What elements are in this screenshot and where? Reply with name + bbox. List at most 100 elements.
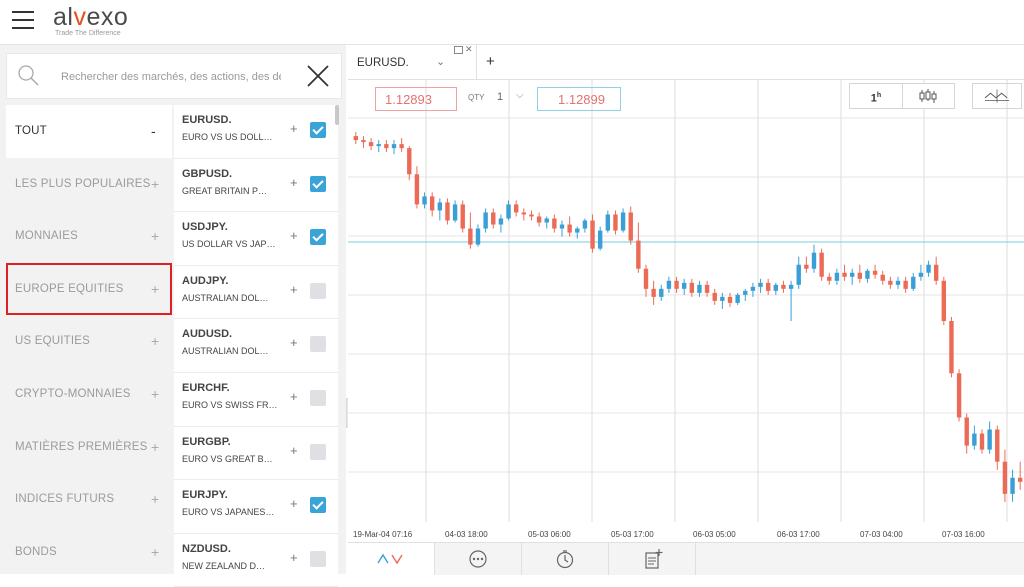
instrument-scrollbar[interactable] bbox=[335, 105, 339, 125]
candle bbox=[376, 140, 381, 153]
add-tab-button[interactable]: + bbox=[486, 53, 495, 70]
instrument-row[interactable]: USDJPY. US DOLLAR VS JAP… + bbox=[174, 212, 338, 266]
chevron-down-icon[interactable]: ⌄ bbox=[436, 56, 446, 68]
add-instrument-icon[interactable]: + bbox=[290, 121, 298, 136]
expand-icon[interactable]: + bbox=[151, 175, 160, 192]
candle bbox=[422, 192, 427, 209]
candle bbox=[849, 268, 855, 285]
instrument-row[interactable]: NZDUSD. NEW ZEALAND D… + bbox=[174, 534, 338, 587]
instrument-checkbox[interactable] bbox=[310, 389, 326, 406]
add-instrument-icon[interactable]: + bbox=[290, 281, 298, 297]
instrument-checkbox[interactable] bbox=[310, 175, 326, 192]
instrument-row[interactable]: EURCHF. EURO VS SWISS FR… + bbox=[174, 373, 338, 427]
category-item[interactable]: CRYPTO-MONNAIES + bbox=[6, 368, 172, 421]
search-input[interactable] bbox=[59, 66, 283, 88]
add-instrument-icon[interactable]: + bbox=[290, 549, 298, 565]
history-button[interactable] bbox=[522, 543, 609, 575]
time-axis-label: 07-03 16:00 bbox=[942, 530, 985, 539]
category-item[interactable]: MATIÈRES PREMIÈRES + bbox=[6, 421, 172, 474]
brand-logo[interactable]: alvexo Trade The Difference bbox=[53, 3, 128, 37]
category-item[interactable]: EUROPE EQUITIES + bbox=[6, 262, 172, 316]
instrument-row[interactable]: EURJPY. EURO VS JAPANES… + bbox=[174, 480, 338, 534]
expand-icon[interactable]: + bbox=[151, 333, 160, 350]
buy-price-field[interactable]: 1.12899 bbox=[537, 87, 621, 111]
chart-area[interactable]: 1.12893 QTY 1 ⌵ 1.12899 1h bbox=[348, 80, 1024, 542]
time-axis-label: 04-03 18:00 bbox=[445, 530, 488, 539]
instrument-row[interactable]: EURGBP. EURO VS GREAT B… + bbox=[174, 427, 338, 481]
search-box bbox=[6, 53, 342, 99]
category-item[interactable]: LES PLUS POPULAIRES + bbox=[6, 158, 172, 211]
instrument-checkbox[interactable] bbox=[310, 550, 326, 567]
candle bbox=[712, 288, 717, 305]
category-label: CRYPTO-MONNAIES bbox=[15, 387, 131, 400]
candle bbox=[460, 200, 465, 233]
candle bbox=[483, 208, 488, 233]
add-instrument-icon[interactable]: + bbox=[290, 335, 298, 351]
sell-price-field[interactable]: 1.12893 bbox=[375, 87, 457, 111]
instrument-checkbox[interactable] bbox=[310, 229, 326, 246]
candle bbox=[964, 413, 969, 454]
instrument-checkbox[interactable] bbox=[310, 282, 326, 299]
add-instrument-icon[interactable]: + bbox=[290, 228, 298, 244]
candle bbox=[559, 220, 565, 237]
candle bbox=[1017, 461, 1023, 490]
candle bbox=[361, 136, 366, 149]
category-item[interactable]: US EQUITIES + bbox=[6, 315, 172, 368]
candle bbox=[368, 138, 374, 151]
candle bbox=[529, 210, 534, 221]
timeframe-button[interactable]: 1h bbox=[850, 84, 903, 108]
candle bbox=[888, 276, 893, 289]
qty-value[interactable]: 1 bbox=[497, 91, 504, 103]
maximize-icon[interactable] bbox=[454, 46, 463, 54]
instrument-row[interactable]: AUDJPY. AUSTRALIAN DOL… + bbox=[174, 266, 338, 320]
category-item[interactable]: MONNAIES + bbox=[6, 210, 172, 263]
add-note-button[interactable] bbox=[609, 543, 696, 575]
candle bbox=[979, 429, 985, 454]
instrument-checkbox[interactable] bbox=[310, 122, 326, 138]
tab-close-icon[interactable]: ✕ bbox=[465, 44, 473, 54]
history-icon bbox=[556, 550, 574, 569]
candlestick-type-icon[interactable] bbox=[902, 84, 954, 108]
candlestick-chart[interactable] bbox=[348, 80, 1024, 522]
add-instrument-icon[interactable]: + bbox=[290, 174, 298, 190]
category-item[interactable]: BONDS + bbox=[6, 526, 172, 579]
expand-icon[interactable]: + bbox=[151, 438, 160, 455]
chart-view-button[interactable] bbox=[348, 543, 435, 575]
add-instrument-icon[interactable]: + bbox=[290, 388, 298, 404]
tab-eurusd[interactable]: EURUSD. ⌄ ✕ bbox=[348, 44, 477, 79]
instrument-checkbox[interactable] bbox=[310, 443, 326, 460]
expand-icon[interactable]: + bbox=[151, 491, 160, 508]
candle bbox=[544, 216, 549, 229]
category-label: US EQUITIES bbox=[15, 335, 91, 348]
chevron-down-icon[interactable]: ⌵ bbox=[516, 90, 524, 101]
expand-icon[interactable]: + bbox=[151, 228, 160, 245]
candle bbox=[926, 260, 931, 277]
market-depth-button[interactable] bbox=[435, 543, 522, 575]
instrument-row[interactable]: EURUSD. EURO VS US DOLL… + bbox=[174, 105, 338, 159]
time-axis-label: 05-03 06:00 bbox=[528, 530, 571, 539]
close-icon[interactable] bbox=[305, 63, 331, 89]
category-item[interactable]: INDICES FUTURS + bbox=[6, 473, 172, 526]
instrument-checkbox[interactable] bbox=[310, 336, 326, 353]
time-axis-label: 19-Mar-04 07:16 bbox=[353, 530, 413, 539]
add-instrument-icon[interactable]: + bbox=[290, 442, 298, 458]
instrument-row[interactable]: AUDUSD. AUSTRALIAN DOL… + bbox=[174, 319, 338, 373]
instrument-description: NEW ZEALAND D… bbox=[182, 560, 266, 571]
collapse-icon[interactable]: - bbox=[151, 123, 156, 139]
indicators-icon[interactable] bbox=[972, 83, 1022, 109]
candle bbox=[567, 216, 572, 237]
instrument-checkbox[interactable] bbox=[310, 497, 326, 514]
expand-icon[interactable]: + bbox=[151, 543, 160, 560]
menu-icon[interactable] bbox=[12, 11, 34, 29]
candle bbox=[743, 288, 748, 301]
instrument-row[interactable]: GBPUSD. GREAT BRITAIN P… + bbox=[174, 159, 338, 213]
candle bbox=[773, 282, 779, 295]
candle bbox=[872, 264, 878, 279]
candle bbox=[429, 192, 435, 217]
expand-icon[interactable]: + bbox=[151, 280, 160, 297]
category-item[interactable]: TOUT - bbox=[6, 105, 172, 158]
candle bbox=[407, 146, 412, 181]
expand-icon[interactable]: + bbox=[151, 385, 160, 402]
candle bbox=[491, 208, 496, 229]
add-instrument-icon[interactable]: + bbox=[290, 496, 298, 512]
